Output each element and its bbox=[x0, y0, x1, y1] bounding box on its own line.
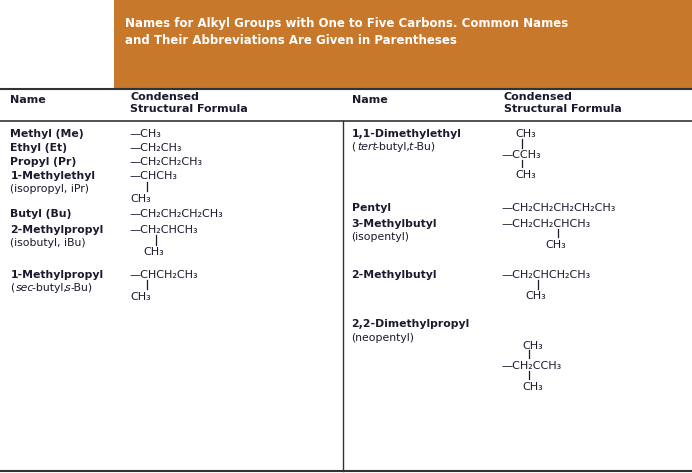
Text: —CH₂CH₃: —CH₂CH₃ bbox=[129, 143, 182, 153]
Text: -Bu): -Bu) bbox=[71, 283, 93, 293]
Text: —CH₂CH₂CH₂CH₂CH₃: —CH₂CH₂CH₂CH₂CH₃ bbox=[502, 203, 616, 213]
Text: —CH₂CH₂CH₃: —CH₂CH₂CH₃ bbox=[129, 157, 203, 167]
Text: 2-Methylpropyl: 2-Methylpropyl bbox=[10, 225, 104, 235]
Text: Condensed: Condensed bbox=[504, 92, 573, 102]
Text: Condensed: Condensed bbox=[130, 92, 199, 102]
Text: 2,2-Dimethylpropyl: 2,2-Dimethylpropyl bbox=[352, 319, 470, 329]
Text: 1-Methylpropyl: 1-Methylpropyl bbox=[10, 270, 104, 280]
Text: CH₃: CH₃ bbox=[522, 382, 543, 392]
Text: —CH₂CCH₃: —CH₂CCH₃ bbox=[502, 361, 562, 371]
Text: Structural Formula: Structural Formula bbox=[504, 104, 621, 114]
Text: —CH₂CHCH₃: —CH₂CHCH₃ bbox=[129, 225, 198, 235]
Text: CH₃: CH₃ bbox=[131, 194, 152, 204]
Text: CH₃: CH₃ bbox=[516, 170, 536, 180]
Text: sec: sec bbox=[16, 283, 35, 293]
Text: —CH₃: —CH₃ bbox=[129, 129, 161, 139]
Text: -Bu): -Bu) bbox=[414, 142, 436, 152]
Text: CH₃: CH₃ bbox=[545, 240, 566, 250]
Text: tert: tert bbox=[357, 142, 377, 152]
Text: (isobutyl, iBu): (isobutyl, iBu) bbox=[10, 238, 86, 248]
Text: CH₃: CH₃ bbox=[516, 129, 536, 139]
Text: Pentyl: Pentyl bbox=[352, 203, 390, 213]
Text: —CH₂CH₂CH₂CH₃: —CH₂CH₂CH₂CH₃ bbox=[129, 209, 223, 219]
Text: -butyl,: -butyl, bbox=[375, 142, 413, 152]
Text: CH₃: CH₃ bbox=[522, 341, 543, 350]
Text: -butyl,: -butyl, bbox=[32, 283, 70, 293]
Text: 2-Methylbutyl: 2-Methylbutyl bbox=[352, 270, 437, 280]
Text: Structural Formula: Structural Formula bbox=[130, 104, 248, 114]
Text: —CHCH₂CH₃: —CHCH₂CH₃ bbox=[129, 270, 198, 280]
Text: —CH₂CHCH₂CH₃: —CH₂CHCH₂CH₃ bbox=[502, 270, 591, 280]
Text: (neopentyl): (neopentyl) bbox=[352, 333, 415, 342]
Text: s: s bbox=[65, 283, 71, 293]
Text: —CHCH₃: —CHCH₃ bbox=[129, 171, 177, 181]
Text: and Their Abbreviations Are Given in Parentheses: and Their Abbreviations Are Given in Par… bbox=[125, 34, 457, 47]
Text: (isopentyl): (isopentyl) bbox=[352, 232, 410, 242]
Text: Name: Name bbox=[352, 95, 388, 105]
Text: 1,1-Dimethylethyl: 1,1-Dimethylethyl bbox=[352, 129, 462, 139]
Text: 3-Methylbutyl: 3-Methylbutyl bbox=[352, 219, 437, 228]
Text: Methyl (Me): Methyl (Me) bbox=[10, 129, 84, 139]
Text: 1-Methylethyl: 1-Methylethyl bbox=[10, 171, 95, 181]
Text: Name: Name bbox=[10, 95, 46, 105]
Text: Butyl (Bu): Butyl (Bu) bbox=[10, 209, 72, 219]
Text: CH₃: CH₃ bbox=[143, 247, 164, 257]
Text: Names for Alkyl Groups with One to Five Carbons. Common Names: Names for Alkyl Groups with One to Five … bbox=[125, 17, 568, 29]
Text: CH₃: CH₃ bbox=[525, 291, 546, 301]
Text: —CCH₃: —CCH₃ bbox=[502, 150, 541, 160]
Text: CH₃: CH₃ bbox=[131, 292, 152, 302]
Text: t: t bbox=[408, 142, 412, 152]
Text: (: ( bbox=[352, 142, 356, 152]
Text: —CH₂CH₂CHCH₃: —CH₂CH₂CHCH₃ bbox=[502, 219, 591, 228]
Text: (: ( bbox=[10, 283, 15, 293]
Text: (isopropyl, iPr): (isopropyl, iPr) bbox=[10, 184, 89, 194]
Bar bbox=[114, 0, 692, 88]
Text: Ethyl (Et): Ethyl (Et) bbox=[10, 143, 67, 153]
Text: Propyl (Pr): Propyl (Pr) bbox=[10, 157, 77, 167]
